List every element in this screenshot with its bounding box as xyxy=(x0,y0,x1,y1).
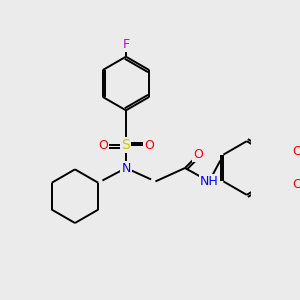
Text: F: F xyxy=(122,38,130,51)
Text: NH: NH xyxy=(200,175,218,188)
Text: O: O xyxy=(292,146,300,158)
Text: O: O xyxy=(194,148,203,161)
Text: O: O xyxy=(98,139,108,152)
Text: S: S xyxy=(122,138,130,152)
Text: N: N xyxy=(121,161,130,175)
Text: O: O xyxy=(144,139,154,152)
Text: O: O xyxy=(292,178,300,190)
